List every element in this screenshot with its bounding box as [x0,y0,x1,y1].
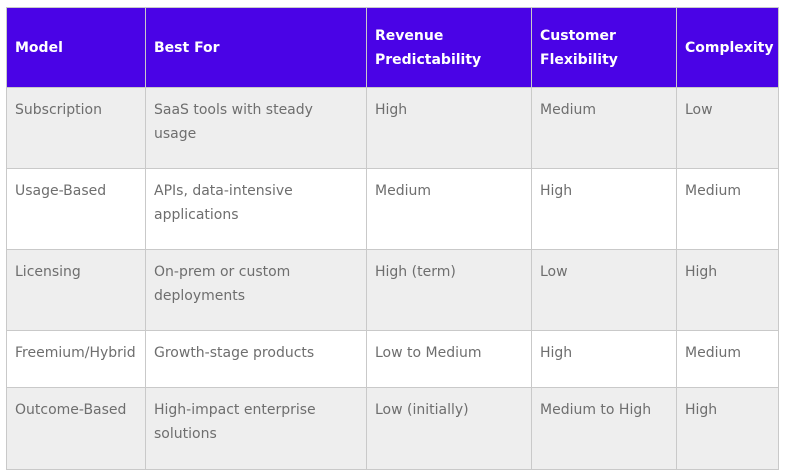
cell-customer-flexibility: High [531,330,677,388]
header-customer-flexibility: Customer Flexibility [531,7,677,88]
table-row: Outcome-Based High-impact enterprise sol… [6,387,779,470]
cell-best-for: High-impact enterprise solutions [145,387,367,470]
cell-complexity: Low [676,87,779,169]
cell-customer-flexibility: High [531,168,677,250]
header-model: Model [6,7,146,88]
cell-revenue-predictability: High (term) [366,249,532,331]
header-best-for: Best For [145,7,367,88]
header-revenue-predictability: Revenue Predictability [366,7,532,88]
table-header: Model Best For Revenue Predictability Cu… [6,7,779,88]
cell-model: Freemium/Hybrid [6,330,146,388]
cell-revenue-predictability: High [366,87,532,169]
cell-customer-flexibility: Medium [531,87,677,169]
table-row: Usage-Based APIs, data-intensive applica… [6,168,779,250]
table-row: Freemium/Hybrid Growth-stage products Lo… [6,330,779,388]
cell-model: Outcome-Based [6,387,146,470]
cell-best-for: APIs, data-intensive applications [145,168,367,250]
header-complexity: Complexity [676,7,779,88]
cell-best-for: SaaS tools with steady usage [145,87,367,169]
cell-best-for: On-prem or custom deployments [145,249,367,331]
cell-customer-flexibility: Low [531,249,677,331]
cell-complexity: High [676,249,779,331]
cell-model: Subscription [6,87,146,169]
pricing-models-table: Model Best For Revenue Predictability Cu… [6,7,779,470]
cell-customer-flexibility: Medium to High [531,387,677,470]
table-body: Subscription SaaS tools with steady usag… [6,87,779,470]
cell-revenue-predictability: Low to Medium [366,330,532,388]
cell-model: Usage-Based [6,168,146,250]
table-row: Subscription SaaS tools with steady usag… [6,87,779,169]
header-row: Model Best For Revenue Predictability Cu… [6,7,779,88]
cell-revenue-predictability: Low (initially) [366,387,532,470]
cell-complexity: Medium [676,168,779,250]
cell-complexity: Medium [676,330,779,388]
cell-revenue-predictability: Medium [366,168,532,250]
cell-complexity: High [676,387,779,470]
cell-model: Licensing [6,249,146,331]
table-row: Licensing On-prem or custom deployments … [6,249,779,331]
cell-best-for: Growth-stage products [145,330,367,388]
pricing-models-table-container: Model Best For Revenue Predictability Cu… [6,7,779,470]
